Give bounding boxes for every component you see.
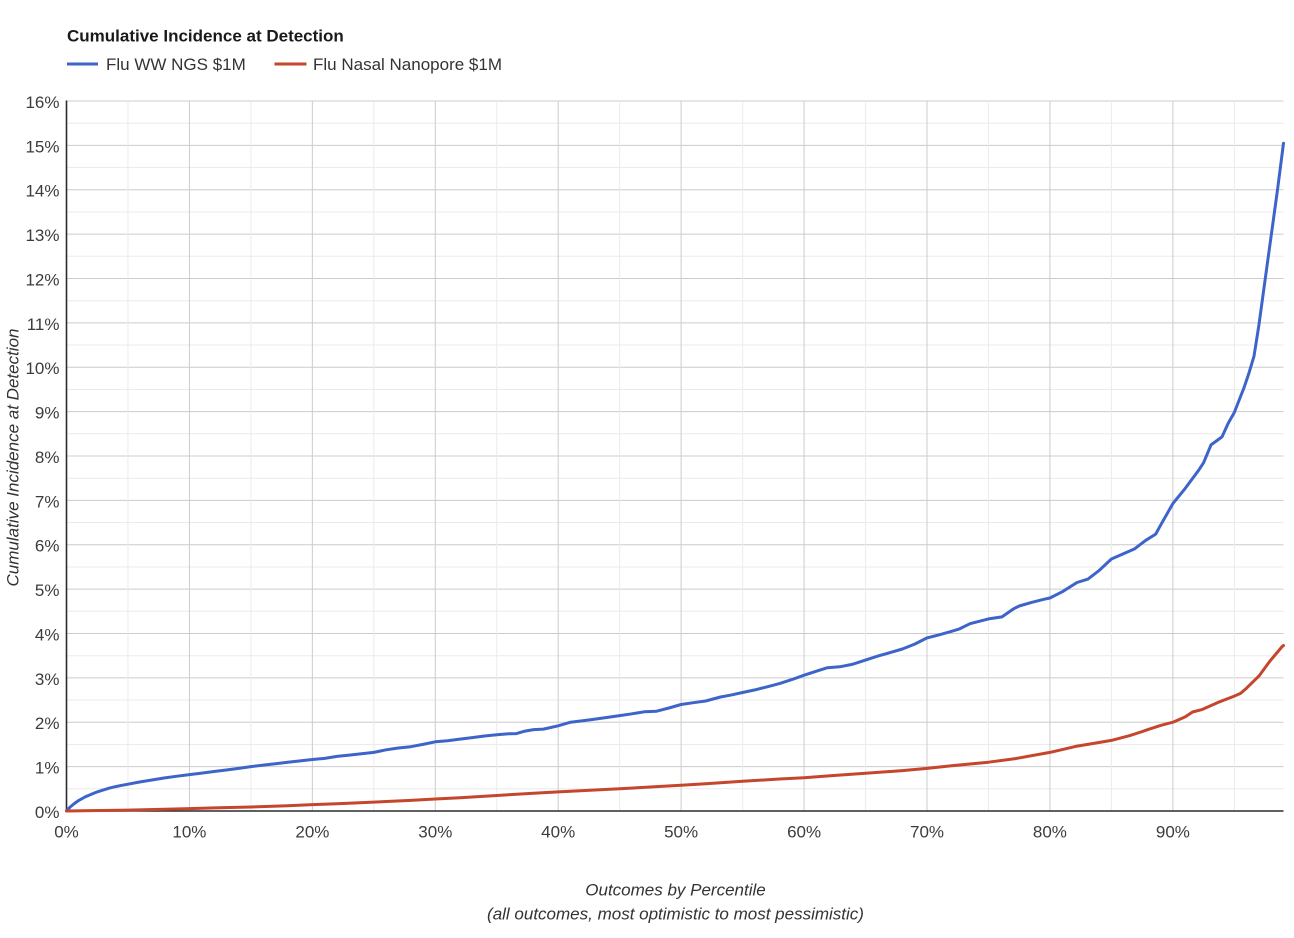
svg-text:11%: 11% xyxy=(27,315,60,334)
svg-text:40%: 40% xyxy=(541,823,575,842)
svg-text:9%: 9% xyxy=(35,403,60,422)
svg-text:10%: 10% xyxy=(172,823,206,842)
svg-text:8%: 8% xyxy=(35,448,60,467)
svg-text:4%: 4% xyxy=(35,625,60,644)
svg-text:2%: 2% xyxy=(35,714,60,733)
svg-text:(all outcomes, most optimistic: (all outcomes, most optimistic to most p… xyxy=(487,905,864,924)
svg-text:16%: 16% xyxy=(25,93,59,112)
svg-text:3%: 3% xyxy=(35,670,60,689)
svg-text:1%: 1% xyxy=(35,758,60,777)
svg-text:7%: 7% xyxy=(35,492,60,511)
svg-text:Cumulative Incidence at Detect: Cumulative Incidence at Detection xyxy=(67,27,344,46)
svg-text:12%: 12% xyxy=(25,270,59,289)
svg-text:70%: 70% xyxy=(910,823,944,842)
svg-text:0%: 0% xyxy=(35,803,60,822)
svg-text:0%: 0% xyxy=(54,823,79,842)
svg-text:50%: 50% xyxy=(664,823,698,842)
svg-text:60%: 60% xyxy=(787,823,821,842)
svg-text:5%: 5% xyxy=(35,581,60,600)
svg-text:90%: 90% xyxy=(1156,823,1190,842)
svg-text:30%: 30% xyxy=(418,823,452,842)
svg-text:80%: 80% xyxy=(1033,823,1067,842)
svg-text:13%: 13% xyxy=(25,226,59,245)
svg-text:Flu Nasal Nanopore $1M: Flu Nasal Nanopore $1M xyxy=(313,55,502,74)
svg-text:14%: 14% xyxy=(25,182,59,201)
svg-text:6%: 6% xyxy=(35,537,60,556)
svg-text:Cumulative Incidence at Detect: Cumulative Incidence at Detection xyxy=(4,329,23,587)
svg-text:10%: 10% xyxy=(25,359,59,378)
svg-text:Outcomes by Percentile: Outcomes by Percentile xyxy=(585,881,765,900)
svg-text:20%: 20% xyxy=(295,823,329,842)
svg-text:Flu WW NGS $1M: Flu WW NGS $1M xyxy=(106,55,246,74)
svg-text:15%: 15% xyxy=(25,137,59,156)
